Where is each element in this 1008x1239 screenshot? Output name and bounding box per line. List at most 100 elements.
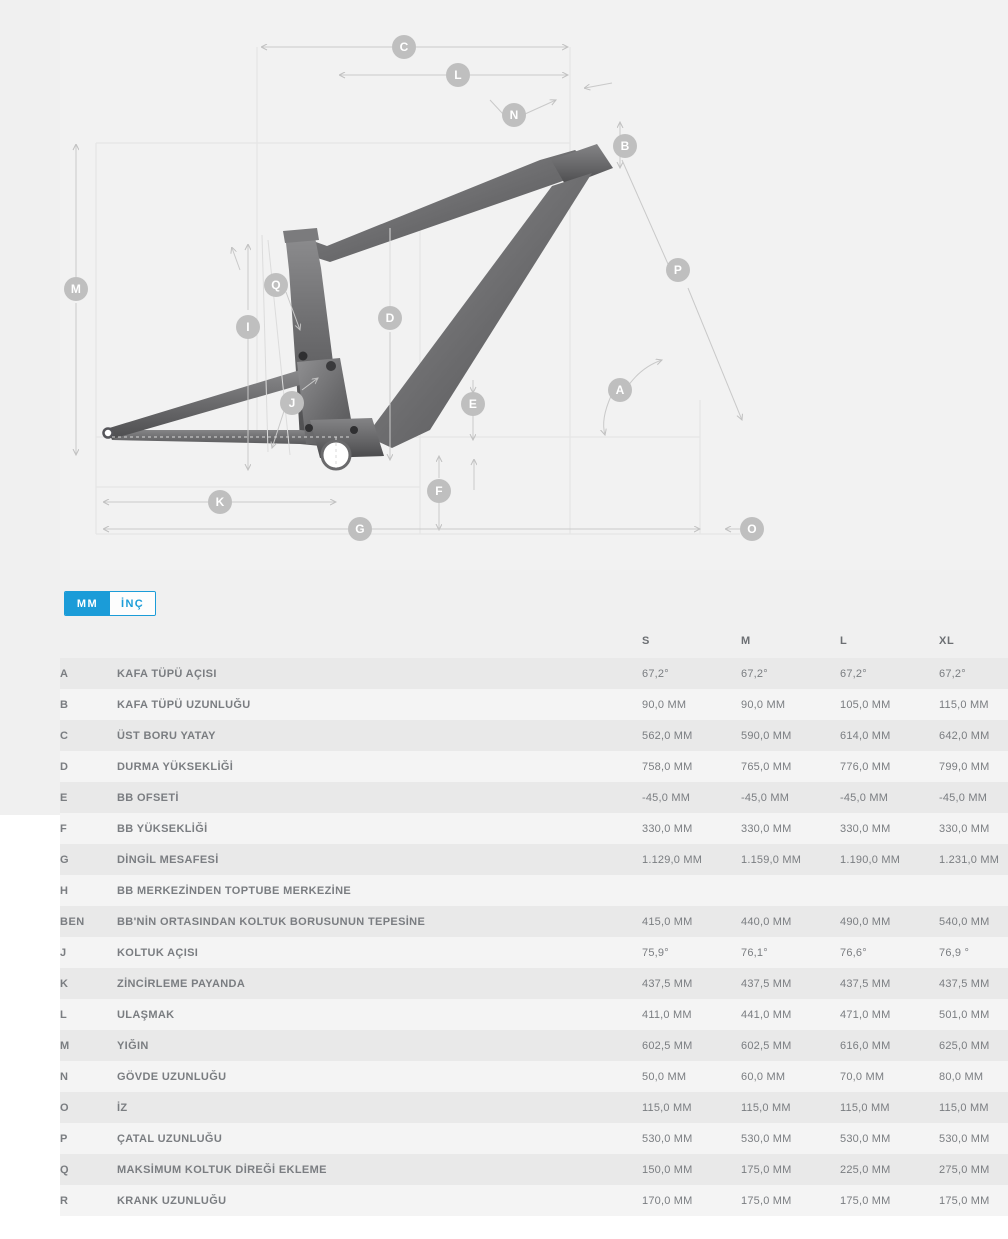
row-value-s: 67,2° <box>642 667 669 680</box>
row-value-s: 90,0 MM <box>642 698 687 711</box>
row-value-xl: 67,2° <box>939 667 966 680</box>
row-value-m: 441,0 MM <box>741 1008 792 1021</box>
table-row: J KOLTUK AÇISI 75,9° 76,1° 76,6° 76,9 ° <box>60 937 1008 968</box>
callout-M: M <box>64 277 88 301</box>
row-value-s: 50,0 MM <box>642 1070 687 1083</box>
row-letter: R <box>60 1194 69 1207</box>
row-value-m: 530,0 MM <box>741 1132 792 1145</box>
callout-label-F: F <box>435 484 443 498</box>
row-value-m: 590,0 MM <box>741 729 792 742</box>
row-value-l: 105,0 MM <box>840 698 891 711</box>
callout-label-M: M <box>71 282 81 296</box>
row-value-xl: 501,0 MM <box>939 1008 990 1021</box>
col-header-size-xl: XL <box>939 635 955 647</box>
row-value-l: 330,0 MM <box>840 822 891 835</box>
table-header-row: S M L XL <box>60 628 1008 658</box>
row-measurement-name: KOLTUK AÇISI <box>117 946 199 959</box>
row-letter: F <box>60 822 68 835</box>
unit-toggle-mm[interactable]: MM <box>65 592 110 615</box>
row-value-m: 175,0 MM <box>741 1194 792 1207</box>
row-value-s: 411,0 MM <box>642 1008 692 1021</box>
row-value-xl: 437,5 MM <box>939 977 990 990</box>
callout-label-P: P <box>674 263 682 277</box>
row-letter: O <box>60 1101 70 1114</box>
row-measurement-name: KAFA TÜPÜ AÇISI <box>117 667 217 680</box>
table-row: C ÜST BORU YATAY 562,0 MM 590,0 MM 614,0 MM 6… <box>60 720 1008 751</box>
row-value-s: 75,9° <box>642 946 669 959</box>
row-value-l: 70,0 MM <box>840 1070 885 1083</box>
row-value-xl: 540,0 MM <box>939 915 990 928</box>
col-header-size-s: S <box>642 635 651 647</box>
row-measurement-name: BB YÜKSEKLİĞİ <box>117 822 208 835</box>
guide-lines <box>95 47 740 535</box>
callout-label-A: A <box>616 383 625 397</box>
row-measurement-name: BB'NİN ORTASINDAN KOLTUK BORUSUNUN TEPES… <box>117 915 426 928</box>
diagram-plate <box>60 0 1008 570</box>
row-value-s: 530,0 MM <box>642 1132 693 1145</box>
col-header-size-m: M <box>741 635 751 647</box>
row-value-m: -45,0 MM <box>741 791 790 804</box>
table-row: M YIĞIN 602,5 MM 602,5 MM 616,0 MM 625,0 MM <box>60 1030 1008 1061</box>
row-value-l: 225,0 MM <box>840 1163 891 1176</box>
row-value-l: 471,0 MM <box>840 1008 891 1021</box>
row-value-m: 76,1° <box>741 946 768 959</box>
row-letter: BEN <box>60 915 85 928</box>
row-value-xl: 275,0 MM <box>939 1163 990 1176</box>
row-value-s: 415,0 MM <box>642 915 693 928</box>
row-value-m: 90,0 MM <box>741 698 786 711</box>
row-value-m <box>741 875 840 906</box>
row-value-l: 616,0 MM <box>840 1039 891 1052</box>
col-header-letter <box>60 628 117 658</box>
table-row: Q MAKSİMUM KOLTUK DİREĞİ EKLEME 150,0 MM 17… <box>60 1154 1008 1185</box>
row-letter: E <box>60 791 68 804</box>
row-letter: P <box>60 1132 68 1145</box>
row-letter: D <box>60 760 69 773</box>
callout-label-G: G <box>355 522 365 536</box>
geometry-table: S M L XL A KAFA TÜPÜ AÇISI 67,2° 67,2° 67,2°… <box>60 628 1008 1216</box>
row-value-xl: 115,0 MM <box>939 698 989 711</box>
row-measurement-name: GÖVDE UZUNLUĞU <box>117 1070 227 1083</box>
row-value-s: 602,5 MM <box>642 1039 693 1052</box>
row-measurement-name: ZİNCİRLEME PAYANDA <box>117 977 246 990</box>
row-value-m: 115,0 MM <box>741 1101 791 1114</box>
table-row: A KAFA TÜPÜ AÇISI 67,2° 67,2° 67,2° 67,2° <box>60 658 1008 689</box>
row-measurement-name: ÜST BORU YATAY <box>117 729 216 742</box>
row-value-l: 67,2° <box>840 667 867 680</box>
table-row: R KRANK UZUNLUĞU 170,0 MM 175,0 MM 175,0 MM 1… <box>60 1185 1008 1216</box>
row-letter: G <box>60 853 70 866</box>
row-value-xl: 175,0 MM <box>939 1194 990 1207</box>
row-letter: K <box>60 977 69 990</box>
row-value-xl: 80,0 MM <box>939 1070 984 1083</box>
row-value-s: 330,0 MM <box>642 822 693 835</box>
callout-markers: C L N B P <box>64 35 764 541</box>
row-letter: A <box>60 667 69 680</box>
table-row: F BB YÜKSEKLİĞİ 330,0 MM 330,0 MM 330,0 MM 33… <box>60 813 1008 844</box>
row-value-m: 437,5 MM <box>741 977 792 990</box>
bike-frame-geometry-diagram: C L N B P <box>64 35 764 541</box>
callout-D: D <box>378 306 402 330</box>
row-value-xl: 115,0 MM <box>939 1101 989 1114</box>
callout-K: K <box>208 490 232 514</box>
row-letter: B <box>60 698 69 711</box>
row-letter: L <box>60 1008 68 1021</box>
row-value-m: 175,0 MM <box>741 1163 792 1176</box>
row-value-s: -45,0 MM <box>642 791 691 804</box>
unit-toggle[interactable]: MM İNÇ <box>64 591 157 616</box>
table-row: O İZ 115,0 MM 115,0 MM 115,0 MM 115,0 MM <box>60 1092 1008 1123</box>
callout-label-N: N <box>510 108 519 122</box>
row-value-l: 115,0 MM <box>840 1101 890 1114</box>
row-measurement-name: MAKSİMUM KOLTUK DİREĞİ EKLEME <box>117 1163 327 1176</box>
table-row: B KAFA TÜPÜ UZUNLUĞU 90,0 MM 90,0 MM 105,0 M… <box>60 689 1008 720</box>
row-value-m: 440,0 MM <box>741 915 792 928</box>
row-letter: N <box>60 1070 69 1083</box>
table-row: N GÖVDE UZUNLUĞU 50,0 MM 60,0 MM 70,0 MM 80,0… <box>60 1061 1008 1092</box>
table-row: E BB OFSETİ -45,0 MM -45,0 MM -45,0 MM -45,0 … <box>60 782 1008 813</box>
bike-frame-artwork <box>102 144 613 471</box>
row-value-l <box>840 875 939 906</box>
callout-O: O <box>740 517 764 541</box>
row-value-m: 67,2° <box>741 667 768 680</box>
callout-label-E: E <box>469 397 477 411</box>
row-measurement-name: DİNGİL MESAFESİ <box>117 853 219 866</box>
unit-toggle-inch[interactable]: İNÇ <box>110 592 156 615</box>
